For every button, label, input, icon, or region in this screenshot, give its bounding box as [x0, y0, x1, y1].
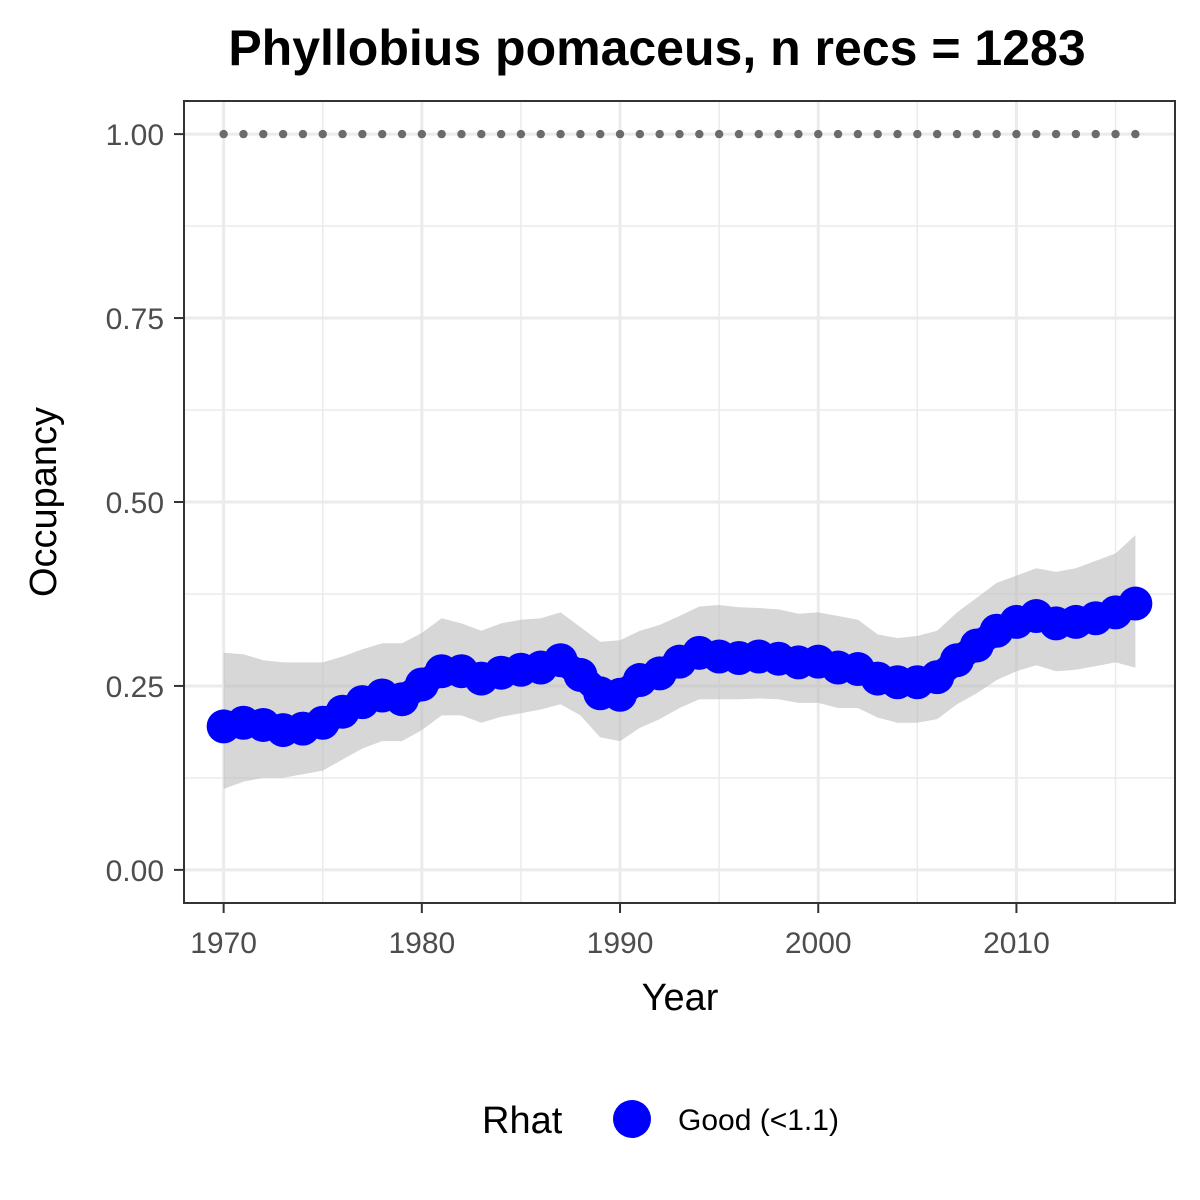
- reference-point: [298, 129, 308, 139]
- reference-point: [378, 129, 387, 139]
- y-axis: 0.00 0.25 0.50 0.75 1.00: [106, 119, 184, 888]
- reference-point: [853, 129, 863, 139]
- y-tick-label: 0.25: [106, 671, 164, 704]
- reference-point: [675, 129, 684, 139]
- reference-point: [1091, 129, 1100, 139]
- y-axis-title: Occupancy: [23, 407, 65, 597]
- x-axis: 1970 1980 1990 2000 2010: [190, 903, 1050, 960]
- x-axis-title: Year: [642, 977, 719, 1019]
- reference-point: [338, 129, 347, 139]
- reference-point: [774, 129, 783, 139]
- reference-point: [318, 129, 327, 139]
- reference-point: [536, 129, 545, 139]
- reference-point: [814, 129, 823, 139]
- reference-point: [1071, 129, 1081, 139]
- reference-point: [516, 129, 526, 139]
- reference-point: [695, 129, 704, 139]
- x-tick-label: 1980: [388, 927, 455, 960]
- reference-point: [714, 129, 724, 139]
- reference-point: [556, 129, 565, 139]
- reference-point: [873, 129, 882, 139]
- reference-point: [477, 129, 486, 139]
- reference-point: [1032, 129, 1041, 139]
- reference-points: [219, 129, 1140, 139]
- reference-point: [913, 129, 922, 139]
- x-tick-label: 2010: [983, 927, 1050, 960]
- reference-point: [833, 129, 843, 139]
- reference-point: [417, 129, 427, 139]
- reference-point: [239, 129, 248, 139]
- reference-point: [278, 129, 288, 139]
- reference-point: [397, 129, 407, 139]
- reference-point: [259, 129, 268, 139]
- chart-title: Phyllobius pomaceus, n recs = 1283: [228, 20, 1085, 76]
- reference-point: [576, 129, 585, 139]
- y-tick-label: 1.00: [106, 119, 164, 152]
- legend-label-good: Good (<1.1): [678, 1104, 839, 1137]
- reference-point: [437, 129, 446, 139]
- reference-point: [219, 129, 228, 139]
- reference-point: [1051, 129, 1061, 139]
- occupancy-point: [1118, 586, 1153, 621]
- reference-point: [1131, 129, 1140, 139]
- reference-point: [358, 129, 367, 139]
- reference-point: [734, 129, 744, 139]
- reference-point: [596, 129, 605, 139]
- reference-point: [655, 129, 664, 139]
- reference-point: [794, 129, 803, 139]
- legend-key-good: [613, 1100, 651, 1138]
- reference-point: [496, 129, 506, 139]
- reference-point: [635, 129, 645, 139]
- legend: Rhat Good (<1.1): [482, 1100, 839, 1142]
- legend-title: Rhat: [482, 1100, 563, 1142]
- x-tick-label: 1990: [587, 927, 654, 960]
- reference-point: [1012, 129, 1021, 139]
- reference-point: [952, 129, 962, 139]
- reference-point: [615, 129, 625, 139]
- occupancy-series: [206, 586, 1153, 748]
- x-tick-label: 1970: [190, 927, 257, 960]
- y-tick-label: 0.75: [106, 303, 164, 336]
- reference-point: [457, 129, 466, 139]
- reference-point: [972, 129, 981, 139]
- reference-point: [1111, 129, 1120, 139]
- reference-point: [893, 129, 902, 139]
- y-tick-label: 0.50: [106, 487, 164, 520]
- y-tick-label: 0.00: [106, 855, 164, 888]
- reference-point: [754, 129, 763, 139]
- reference-point: [992, 129, 1001, 139]
- x-tick-label: 2000: [785, 927, 852, 960]
- reference-point: [932, 129, 942, 139]
